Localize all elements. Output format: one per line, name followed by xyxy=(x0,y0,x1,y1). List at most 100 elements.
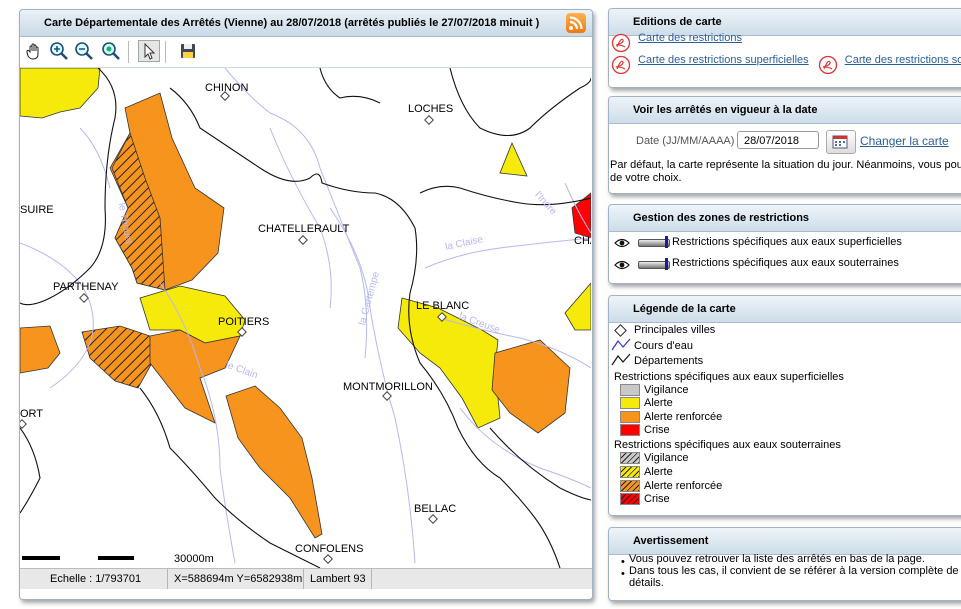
zones-panel: Gestion des zones de restrictions Restri… xyxy=(608,204,961,284)
legend-surface-title: Restrictions spécifiques aux eaux superf… xyxy=(614,371,844,383)
legend-ground-alerte: Alerte xyxy=(644,466,673,478)
pdf-icon[interactable] xyxy=(611,55,631,75)
warning-title: Avertissement xyxy=(609,528,961,555)
legend-surface-vigilance: Vigilance xyxy=(644,384,689,396)
pdf-icon[interactable] xyxy=(611,33,631,53)
status-scale: Echelle : 1/793701 xyxy=(20,569,168,589)
toolbar-separator xyxy=(128,41,129,63)
legend-surface-alerte: Alerte xyxy=(644,397,673,409)
zone-row-label-souterraines: Restrictions spécifiques aux eaux souter… xyxy=(672,257,899,269)
select-arrow-icon[interactable] xyxy=(138,40,160,62)
city-label-leblanc: LE BLANC xyxy=(416,300,470,312)
swatch-crise xyxy=(620,424,640,436)
river-thouet xyxy=(20,242,94,389)
zone-renforcee-sw xyxy=(20,325,61,374)
swatch-hatch-crise xyxy=(620,493,640,505)
slider-knob[interactable] xyxy=(665,258,668,270)
map-title: Carte Départementale des Arrêtés (Vienne… xyxy=(20,10,592,37)
zone-alerte-loches xyxy=(499,141,528,177)
legend-departements: Départements xyxy=(634,355,704,367)
pdf-icon[interactable] xyxy=(818,55,838,75)
zone-alerte-east xyxy=(564,282,591,331)
edition-row-2: Carte des restrictions superficielles Ca… xyxy=(611,53,961,75)
zone-renforcee-east xyxy=(491,339,571,434)
legend-ground-title: Restrictions spécifiques aux eaux souter… xyxy=(614,439,841,451)
department-boundary-west xyxy=(20,68,117,306)
city-label-chinon: CHINON xyxy=(205,82,249,94)
scale-bar-segment xyxy=(22,556,60,560)
swatch-alerte xyxy=(620,397,640,409)
status-bar: Echelle : 1/793701 X=588694m Y=6582938m … xyxy=(20,568,592,589)
city-label-montmorillon: MONTMORILLON xyxy=(343,381,433,393)
legend-ground-vigilance: Vigilance xyxy=(644,452,689,464)
diamond-icon xyxy=(614,324,627,337)
save-icon[interactable] xyxy=(177,40,199,62)
scale-label: 30000m xyxy=(174,553,214,565)
zoom-in-icon[interactable] xyxy=(48,40,70,62)
eye-icon[interactable] xyxy=(614,238,630,248)
toolbar-separator xyxy=(165,41,166,63)
change-map-link[interactable]: Changer la carte xyxy=(860,134,949,148)
link-carte-restrictions-superficielles[interactable]: Carte des restrictions superficielles xyxy=(638,53,809,66)
warning-item-2: Dans tous les cas, il convient de se réf… xyxy=(629,565,961,577)
city-label-cha: CHA xyxy=(574,235,591,247)
swatch-alerte-renforcee xyxy=(620,411,640,423)
opacity-slider-superficielles[interactable] xyxy=(638,239,670,247)
city-label-parthenay: PARTHENAY xyxy=(53,281,119,293)
zone-hatched-south xyxy=(81,325,153,389)
river-gartempe xyxy=(329,207,416,564)
map-view[interactable]: CHINON LOCHES SUIRE CHATELLERAULT CHA PA… xyxy=(20,68,591,568)
date-panel-title: Voir les arrêtés en vigueur à la date xyxy=(609,97,961,124)
pan-hand-icon[interactable] xyxy=(23,40,45,62)
river-vienne-north xyxy=(224,68,368,359)
city-label-ort: ORT xyxy=(20,408,44,420)
zoom-extent-icon[interactable] xyxy=(100,40,122,62)
river-claise xyxy=(424,237,591,269)
date-label: Date (JJ/MM/AAAA) : xyxy=(636,135,741,147)
slider-knob[interactable] xyxy=(665,236,668,248)
city-label-chatellerault: CHATELLERAULT xyxy=(258,223,350,235)
swatch-hatch-vigilance xyxy=(620,452,640,464)
legend-cours-eau: Cours d'eau xyxy=(634,340,693,352)
warning-item-1: Vous pouvez retrouver la liste des arrêt… xyxy=(629,553,925,565)
zones-title: Gestion des zones de restrictions xyxy=(609,205,961,232)
link-carte-restrictions[interactable]: Carte des restrictions xyxy=(638,31,742,44)
zone-alerte-nw xyxy=(20,68,101,119)
city-label-suire: SUIRE xyxy=(20,204,54,216)
map-toolbar xyxy=(20,37,592,68)
swatch-hatch-renforcee xyxy=(620,480,640,492)
city-label-confolens: CONFOLENS xyxy=(295,543,364,555)
rss-icon[interactable] xyxy=(566,13,586,33)
city-label-poitiers: POITIERS xyxy=(218,316,270,328)
swatch-hatch-alerte xyxy=(620,466,640,478)
status-projection: Lambert 93 xyxy=(304,569,372,589)
legend-ground-renforcee: Alerte renforcée xyxy=(644,480,723,492)
river-creuse xyxy=(439,317,591,369)
opacity-slider-souterraines[interactable] xyxy=(638,261,670,269)
editions-panel: Editions de carte Carte des restrictions… xyxy=(608,8,961,88)
map-panel: Carte Départementale des Arrêtés (Vienne… xyxy=(19,9,593,600)
zone-crise-east xyxy=(571,192,591,239)
editions-title: Editions de carte xyxy=(609,9,961,36)
date-input[interactable]: 28/07/2018 xyxy=(737,131,819,149)
status-coordinates: X=588694m Y=6582938m xyxy=(168,569,304,589)
calendar-icon[interactable] xyxy=(826,130,856,154)
date-note-line1: Par défaut, la carte représente la situa… xyxy=(610,159,961,171)
river-icon xyxy=(611,338,631,355)
legend-title: Légende de la carte xyxy=(609,296,961,323)
edition-row-1: Carte des restrictions xyxy=(611,32,742,53)
department-icon xyxy=(611,353,631,370)
warning-panel: Avertissement • Vous pouvez retrouver la… xyxy=(608,527,961,601)
zone-renforcee-south xyxy=(225,385,323,539)
river-indre xyxy=(564,182,591,234)
warning-bullet: • xyxy=(621,568,625,580)
zone-row-label-superficielles: Restrictions spécifiques aux eaux superf… xyxy=(672,236,902,248)
legend-principales-villes: Principales villes xyxy=(634,324,716,336)
zoom-out-icon[interactable] xyxy=(73,40,95,62)
date-panel: Voir les arrêtés en vigueur à la date Da… xyxy=(608,96,961,194)
legend-surface-renforcee: Alerte renforcée xyxy=(644,411,723,423)
link-carte-restrictions-souterraines[interactable]: Carte des restrictions souterraines xyxy=(844,53,961,66)
map-canvas xyxy=(20,68,591,568)
eye-icon[interactable] xyxy=(614,260,630,270)
department-boundary-south xyxy=(139,387,321,568)
